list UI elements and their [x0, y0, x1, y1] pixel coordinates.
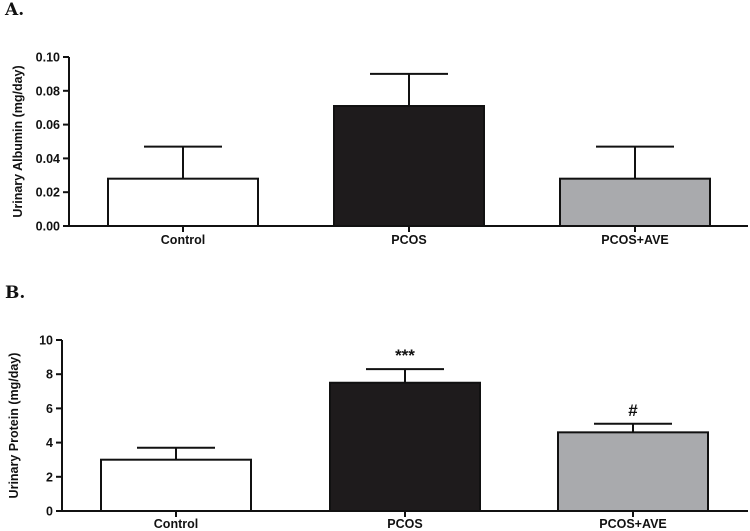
bar — [559, 177, 711, 227]
bar — [329, 381, 481, 512]
y-tick-label: 0.04 — [36, 152, 60, 166]
x-tick-label: PCOS — [387, 517, 422, 531]
y-tick-label: 0 — [46, 505, 53, 519]
y-tick-label: 0.06 — [36, 118, 60, 132]
chart-panel-b: B. Urinary Protein (mg/day) 0 2 4 6 8 10 Control… — [5, 283, 748, 531]
y-tick-label: 0.00 — [36, 220, 60, 234]
panel-label: B. — [5, 283, 25, 303]
y-axis-title: Urinary Albumin (mg/day) — [11, 65, 25, 217]
y-tick-label: 8 — [46, 368, 53, 382]
x-tick-label: PCOS+AVE — [601, 233, 669, 247]
x-tick-label: Control — [154, 517, 198, 531]
significance-annotation: # — [628, 401, 638, 420]
y-tick-label: 10 — [39, 334, 53, 348]
y-tick-label: 4 — [46, 436, 53, 450]
x-tick-label: PCOS — [391, 233, 426, 247]
x-tick-label: PCOS+AVE — [599, 517, 667, 531]
chart-panel-a: A. Urinary Albumin (mg/day) 0.00 0.02 0.04 0.… — [4, 0, 748, 247]
panel-label: A. — [4, 0, 24, 20]
y-tick-label: 0.08 — [36, 84, 60, 98]
bar — [557, 431, 709, 512]
bar — [100, 458, 252, 513]
x-tick-label: Control — [161, 233, 205, 247]
y-axis-title: Urinary Protein (mg/day) — [7, 353, 21, 499]
y-tick-label: 0.10 — [36, 51, 60, 65]
y-tick-label: 0.02 — [36, 186, 60, 200]
bar — [333, 105, 485, 227]
y-tick-label: 2 — [46, 470, 53, 484]
significance-annotation: *** — [395, 346, 415, 365]
bar — [107, 177, 259, 227]
y-tick-label: 6 — [46, 402, 53, 416]
